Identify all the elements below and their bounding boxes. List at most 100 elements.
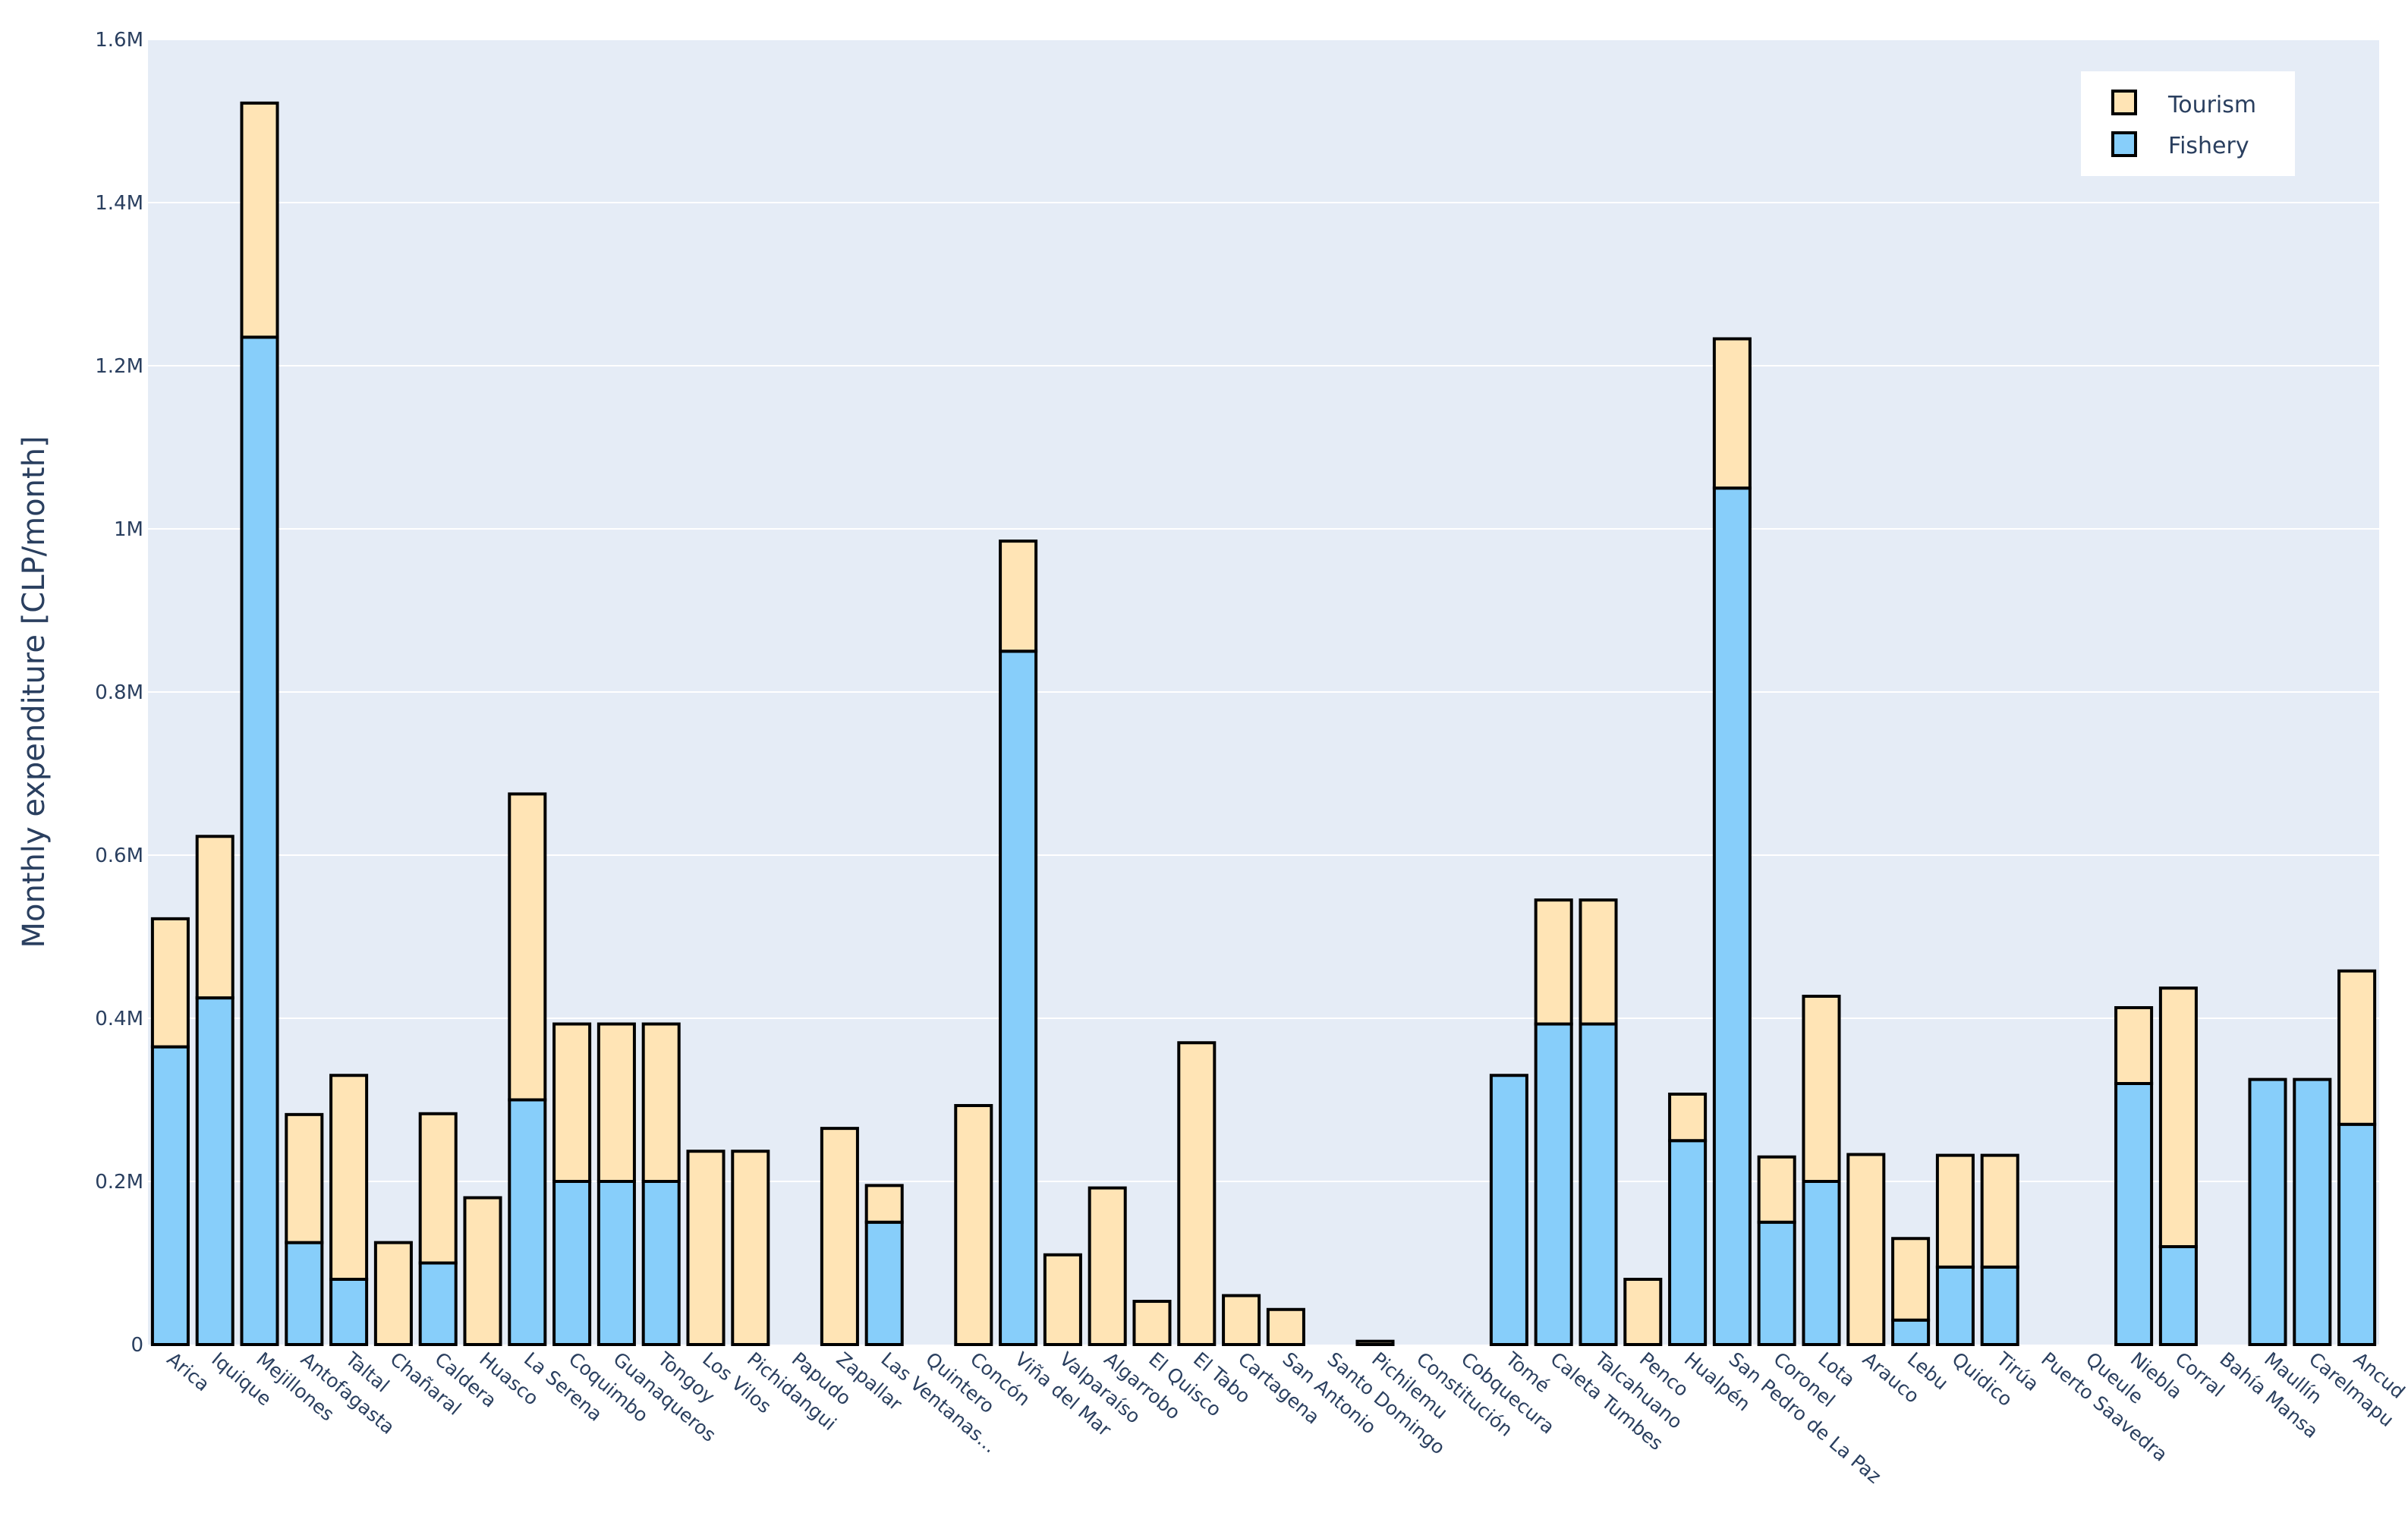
bar-group	[1579, 898, 1618, 1347]
bar-tourism	[1088, 1186, 1127, 1346]
bar-fishery	[864, 1220, 904, 1346]
bar-tourism	[195, 835, 235, 1000]
bar-fishery	[1712, 486, 1752, 1346]
bar-group	[1266, 1307, 1305, 1347]
bar-fishery	[2337, 1122, 2377, 1346]
legend-swatch-fishery	[2111, 131, 2137, 157]
bar-tourism	[1757, 1155, 1796, 1224]
bar-group	[999, 539, 1038, 1346]
y-tick-label: 1.6M	[95, 29, 143, 52]
bar-tourism	[864, 1184, 904, 1224]
bar-tourism	[150, 917, 190, 1049]
bar-group	[1935, 1153, 1975, 1346]
bar-group	[1043, 1253, 1082, 1346]
bar-fishery	[1980, 1265, 2019, 1346]
legend-background	[2081, 71, 2295, 176]
bar-group	[1891, 1237, 1931, 1346]
bar-tourism	[1043, 1253, 1082, 1346]
bar-group	[1757, 1155, 1796, 1346]
bar-tourism	[1534, 898, 1573, 1026]
bar-fishery	[2293, 1077, 2332, 1346]
bar-tourism	[1222, 1294, 1261, 1346]
bar-fishery	[999, 650, 1038, 1346]
bar-tourism	[1846, 1153, 1886, 1347]
bar-fishery	[418, 1261, 458, 1346]
bar-tourism	[999, 539, 1038, 653]
bar-group	[2158, 986, 2198, 1346]
bar-fishery	[1489, 1074, 1528, 1346]
bar-fishery	[508, 1098, 547, 1346]
bar-group	[731, 1150, 770, 1346]
bar-fishery	[150, 1045, 190, 1346]
bar-tourism	[1132, 1300, 1172, 1347]
bar-tourism	[731, 1150, 770, 1346]
bar-group	[686, 1150, 726, 1346]
bar-fishery	[552, 1180, 592, 1346]
bar-tourism	[596, 1022, 636, 1184]
bar-fishery	[641, 1180, 681, 1346]
bar-fishery	[1534, 1022, 1573, 1347]
bar-tourism	[641, 1022, 681, 1184]
y-axis-title: Monthly expenditure [CLP/month]	[17, 436, 52, 948]
bar-tourism	[1935, 1153, 1975, 1269]
legend-label-fishery: Fishery	[2168, 133, 2249, 159]
bar-group	[2114, 1006, 2154, 1346]
bar-tourism	[418, 1112, 458, 1265]
bar-group	[2293, 1077, 2332, 1346]
bar-group	[2337, 969, 2377, 1346]
legend-label-tourism: Tourism	[2167, 92, 2256, 118]
y-tick-label: 0.4M	[95, 1008, 143, 1030]
bar-group	[373, 1241, 413, 1346]
bar-group	[1534, 898, 1573, 1347]
bar-group	[150, 917, 190, 1346]
bar-group	[1355, 1339, 1395, 1346]
bar-tourism	[1355, 1339, 1395, 1346]
bar-group	[285, 1112, 324, 1346]
bar-group	[864, 1184, 904, 1346]
y-axis-ticks: 0 0.2M 0.4M 0.6M 0.8M 1M 1.2M 1.4M 1.6M	[95, 29, 143, 1357]
bar-group	[552, 1022, 592, 1346]
bar-group	[1489, 1074, 1528, 1346]
x-axis-ticks: AricaIquiqueMejillonesAntofagastaTaltalC…	[163, 1348, 2408, 1488]
bar-tourism	[508, 792, 547, 1102]
y-tick-label: 0.8M	[95, 681, 143, 704]
bar-fishery	[1757, 1220, 1796, 1346]
bar-tourism	[2114, 1006, 2154, 1086]
bar-tourism	[552, 1022, 592, 1184]
bar-fishery	[1668, 1139, 1708, 1346]
bar-group	[240, 101, 279, 1346]
legend-swatch-tourism	[2111, 90, 2137, 115]
bar-tourism	[2158, 986, 2198, 1248]
bar-group	[329, 1074, 369, 1346]
bar-tourism	[1668, 1092, 1708, 1143]
bar-group	[1132, 1300, 1172, 1347]
bar-group	[596, 1022, 636, 1346]
bar-group	[1980, 1153, 2019, 1346]
bar-tourism	[1177, 1041, 1217, 1346]
bar-fishery	[1802, 1180, 1841, 1346]
y-tick-label: 1.4M	[95, 192, 143, 215]
bar-group	[954, 1104, 993, 1347]
bar-tourism	[1712, 337, 1752, 490]
bars	[150, 101, 2377, 1347]
bar-group	[508, 792, 547, 1346]
bar-tourism	[1623, 1278, 1663, 1346]
bar-fishery	[1891, 1318, 1931, 1346]
bar-group	[1222, 1294, 1261, 1346]
bar-tourism	[1980, 1153, 2019, 1269]
bar-group	[418, 1112, 458, 1346]
bar-tourism	[1579, 898, 1618, 1026]
bar-tourism	[954, 1104, 993, 1347]
x-tick-label: Arica	[163, 1348, 214, 1395]
bar-fishery	[2248, 1077, 2287, 1346]
bar-tourism	[1266, 1307, 1305, 1347]
bar-fishery	[2158, 1245, 2198, 1346]
bar-group	[195, 835, 235, 1346]
y-tick-label: 0.2M	[95, 1171, 143, 1194]
bar-group	[1712, 337, 1752, 1346]
bar-fishery	[1935, 1265, 1975, 1346]
bar-group	[641, 1022, 681, 1346]
y-tick-label: 1.2M	[95, 355, 143, 378]
bar-tourism	[1802, 994, 1841, 1183]
